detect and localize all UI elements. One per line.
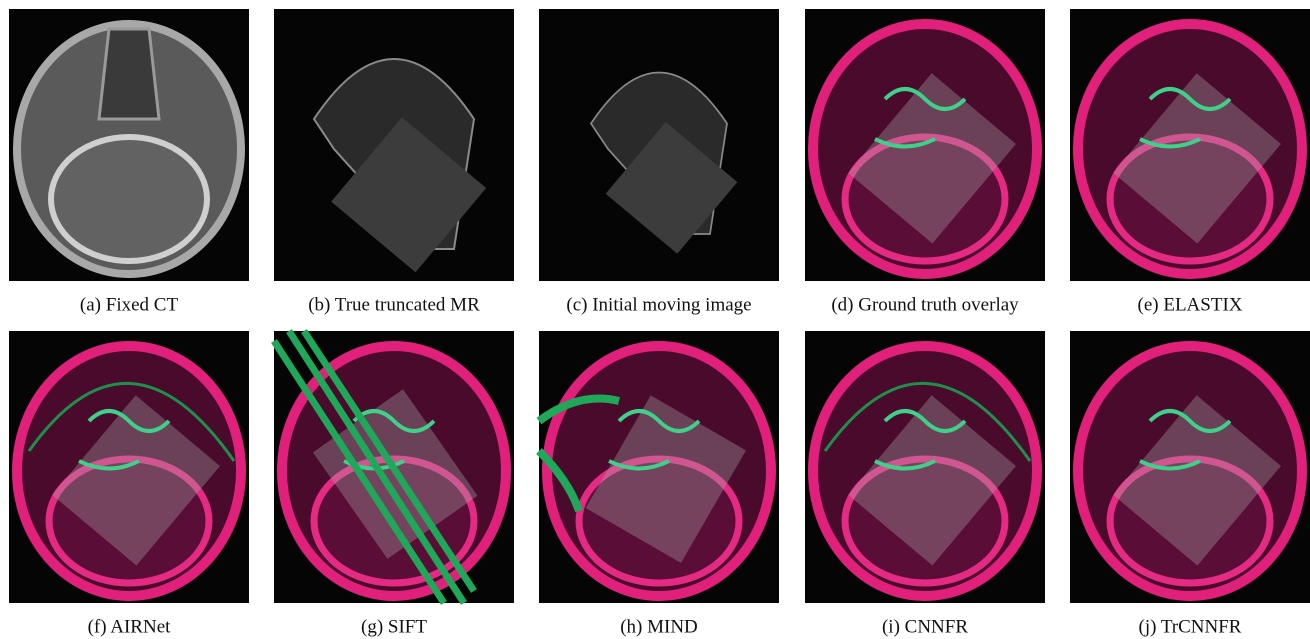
caption: (g) SIFT: [361, 616, 427, 637]
caption: (e) ELASTIX: [1138, 294, 1243, 315]
nasal: [99, 29, 159, 119]
caption: (i) CNNFR: [882, 616, 968, 637]
image-panel: [9, 9, 249, 281]
image-panel: [539, 331, 779, 603]
caption: (j) TrCNNFR: [1139, 616, 1242, 637]
image-panel: [539, 9, 779, 281]
caption: (c) Initial moving image: [566, 294, 751, 315]
caption: (h) MIND: [620, 616, 698, 637]
image-panel: [274, 331, 514, 603]
caption: (d) Ground truth overlay: [831, 294, 1019, 315]
figure: (a) Fixed CT (b) True truncated MR (c) Ini…: [0, 0, 1310, 639]
image-panel: [805, 331, 1045, 603]
image-panel: [9, 331, 249, 603]
image-panel: [805, 9, 1045, 281]
caption: (b) True truncated MR: [308, 294, 480, 315]
image-panel: [1070, 9, 1310, 281]
image-panel: [1070, 331, 1310, 603]
caption: (f) AIRNet: [88, 616, 172, 637]
image-panel: [274, 9, 514, 281]
caption: (a) Fixed CT: [80, 294, 179, 315]
brain: [51, 137, 207, 261]
